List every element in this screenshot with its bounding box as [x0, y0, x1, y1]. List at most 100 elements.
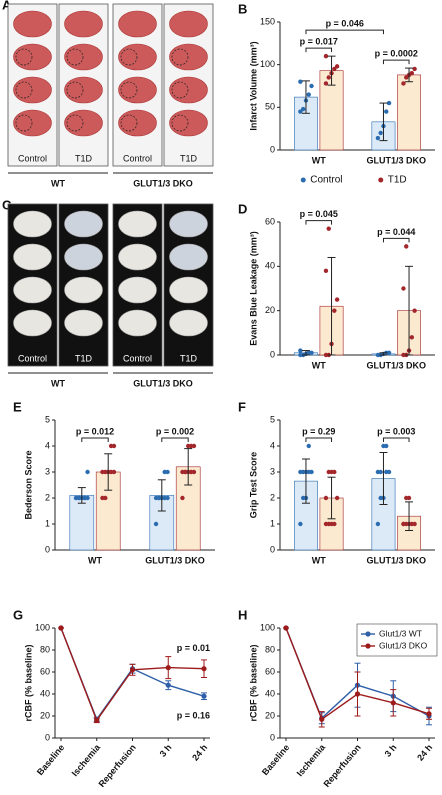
- data-point: [326, 75, 331, 80]
- y-tick-label: 2: [45, 492, 50, 502]
- brain-slice: [118, 276, 157, 304]
- infarct-outline: [15, 81, 33, 99]
- brain-slice: [169, 10, 208, 38]
- p-value: p = 0.017: [300, 37, 338, 47]
- brain-slice: [118, 76, 157, 104]
- panel-letter: C: [2, 197, 12, 212]
- p-value: p = 0.012: [76, 426, 114, 436]
- y-axis-label: Bederson Score: [23, 450, 33, 519]
- brain-slice: [169, 43, 208, 71]
- data-point: [386, 350, 392, 355]
- legend-box: [356, 623, 438, 657]
- p-value: p = 0.0002: [375, 48, 418, 58]
- x-tick-label: Reperfusion: [321, 742, 362, 789]
- brain-slice: [169, 109, 208, 137]
- x-tick-label: 3 h: [158, 742, 174, 758]
- brain-slice: [118, 309, 157, 337]
- legend-marker: [365, 643, 371, 649]
- data-point: [404, 244, 409, 249]
- y-tick-label: 60: [40, 666, 50, 676]
- data-point: [409, 71, 415, 76]
- panel-letter: F: [238, 399, 246, 414]
- y-tick-label: 60: [265, 666, 275, 676]
- column-label: T1D: [180, 153, 198, 163]
- column-label: Control: [123, 353, 152, 363]
- significance-bracket: [382, 59, 410, 65]
- marker: [426, 711, 432, 717]
- data-point: [309, 83, 314, 89]
- data-point: [412, 308, 417, 313]
- bar: [397, 74, 421, 151]
- data-point: [111, 469, 117, 475]
- significance-bracket: [161, 437, 189, 442]
- legend-marker: [378, 177, 384, 183]
- data-point: [334, 297, 340, 302]
- brain-slice: [64, 276, 103, 304]
- brain-slice: [13, 276, 52, 304]
- group-label: WT: [51, 178, 65, 188]
- brain-slice: [64, 43, 103, 71]
- column-label: Control: [18, 153, 47, 163]
- panel-letter: B: [238, 1, 247, 16]
- panel-letter: H: [238, 607, 247, 622]
- data-point: [384, 443, 389, 449]
- p-value: p = 0.16: [177, 711, 210, 721]
- data-point: [401, 286, 406, 291]
- significance-bracket: [382, 437, 410, 442]
- brain-slice: [169, 276, 208, 304]
- data-point: [183, 469, 188, 475]
- data-point: [298, 109, 303, 114]
- data-point: [309, 350, 314, 355]
- y-tick-label: 20: [40, 710, 50, 720]
- marker: [283, 625, 289, 631]
- y-tick-label: 0: [270, 544, 275, 554]
- data-point: [309, 469, 314, 475]
- column-label: Control: [123, 153, 152, 163]
- x-tick-label: Ischemia: [70, 742, 103, 779]
- x-tick-label: 24 h: [190, 742, 209, 762]
- data-point: [412, 66, 417, 72]
- data-point: [334, 495, 340, 501]
- y-tick-label: 1: [270, 518, 275, 528]
- y-tick-label: 40: [265, 261, 275, 271]
- brain-slice: [13, 76, 52, 104]
- y-tick-label: 0: [270, 349, 275, 359]
- data-point: [298, 348, 303, 353]
- data-point: [323, 81, 329, 86]
- data-point: [111, 443, 117, 449]
- marker: [94, 717, 100, 724]
- x-tick-label: GLUT1/3 DKO: [366, 155, 426, 165]
- p-value: p = 0.01: [177, 643, 210, 653]
- brain-slice: [64, 109, 103, 137]
- data-point: [332, 66, 337, 72]
- significance-bracket: [305, 220, 333, 225]
- x-tick-label: WT: [312, 555, 326, 565]
- y-tick-label: 3: [45, 466, 50, 476]
- infarct-outline: [66, 81, 84, 99]
- data-point: [191, 443, 197, 449]
- data-point: [375, 135, 381, 141]
- y-tick-label: 4: [45, 440, 50, 450]
- x-tick-label: GLUT1/3 DKO: [366, 360, 426, 370]
- column-label: T1D: [180, 353, 198, 363]
- legend-label: Glut1/3 DKO: [379, 640, 428, 650]
- brain-slice: [13, 43, 52, 71]
- brain-slice: [169, 210, 208, 238]
- infarct-outline: [120, 114, 138, 132]
- brain-slice: [118, 10, 157, 38]
- y-tick-label: 0: [45, 544, 50, 554]
- x-tick-label: WT: [88, 555, 102, 565]
- infarct-outline: [171, 114, 189, 132]
- y-axis-label: Grip Test Score: [248, 452, 258, 518]
- brain-slice: [169, 76, 208, 104]
- data-point: [334, 64, 340, 69]
- x-tick-label: WT: [312, 155, 326, 165]
- significance-bracket: [305, 437, 333, 442]
- marker: [165, 682, 171, 688]
- infarct-outline: [120, 48, 138, 66]
- y-tick-label: 1: [45, 518, 50, 528]
- brain-slice: [64, 210, 103, 238]
- data-point: [386, 469, 392, 475]
- data-point: [298, 79, 303, 84]
- infarct-outline: [66, 48, 84, 66]
